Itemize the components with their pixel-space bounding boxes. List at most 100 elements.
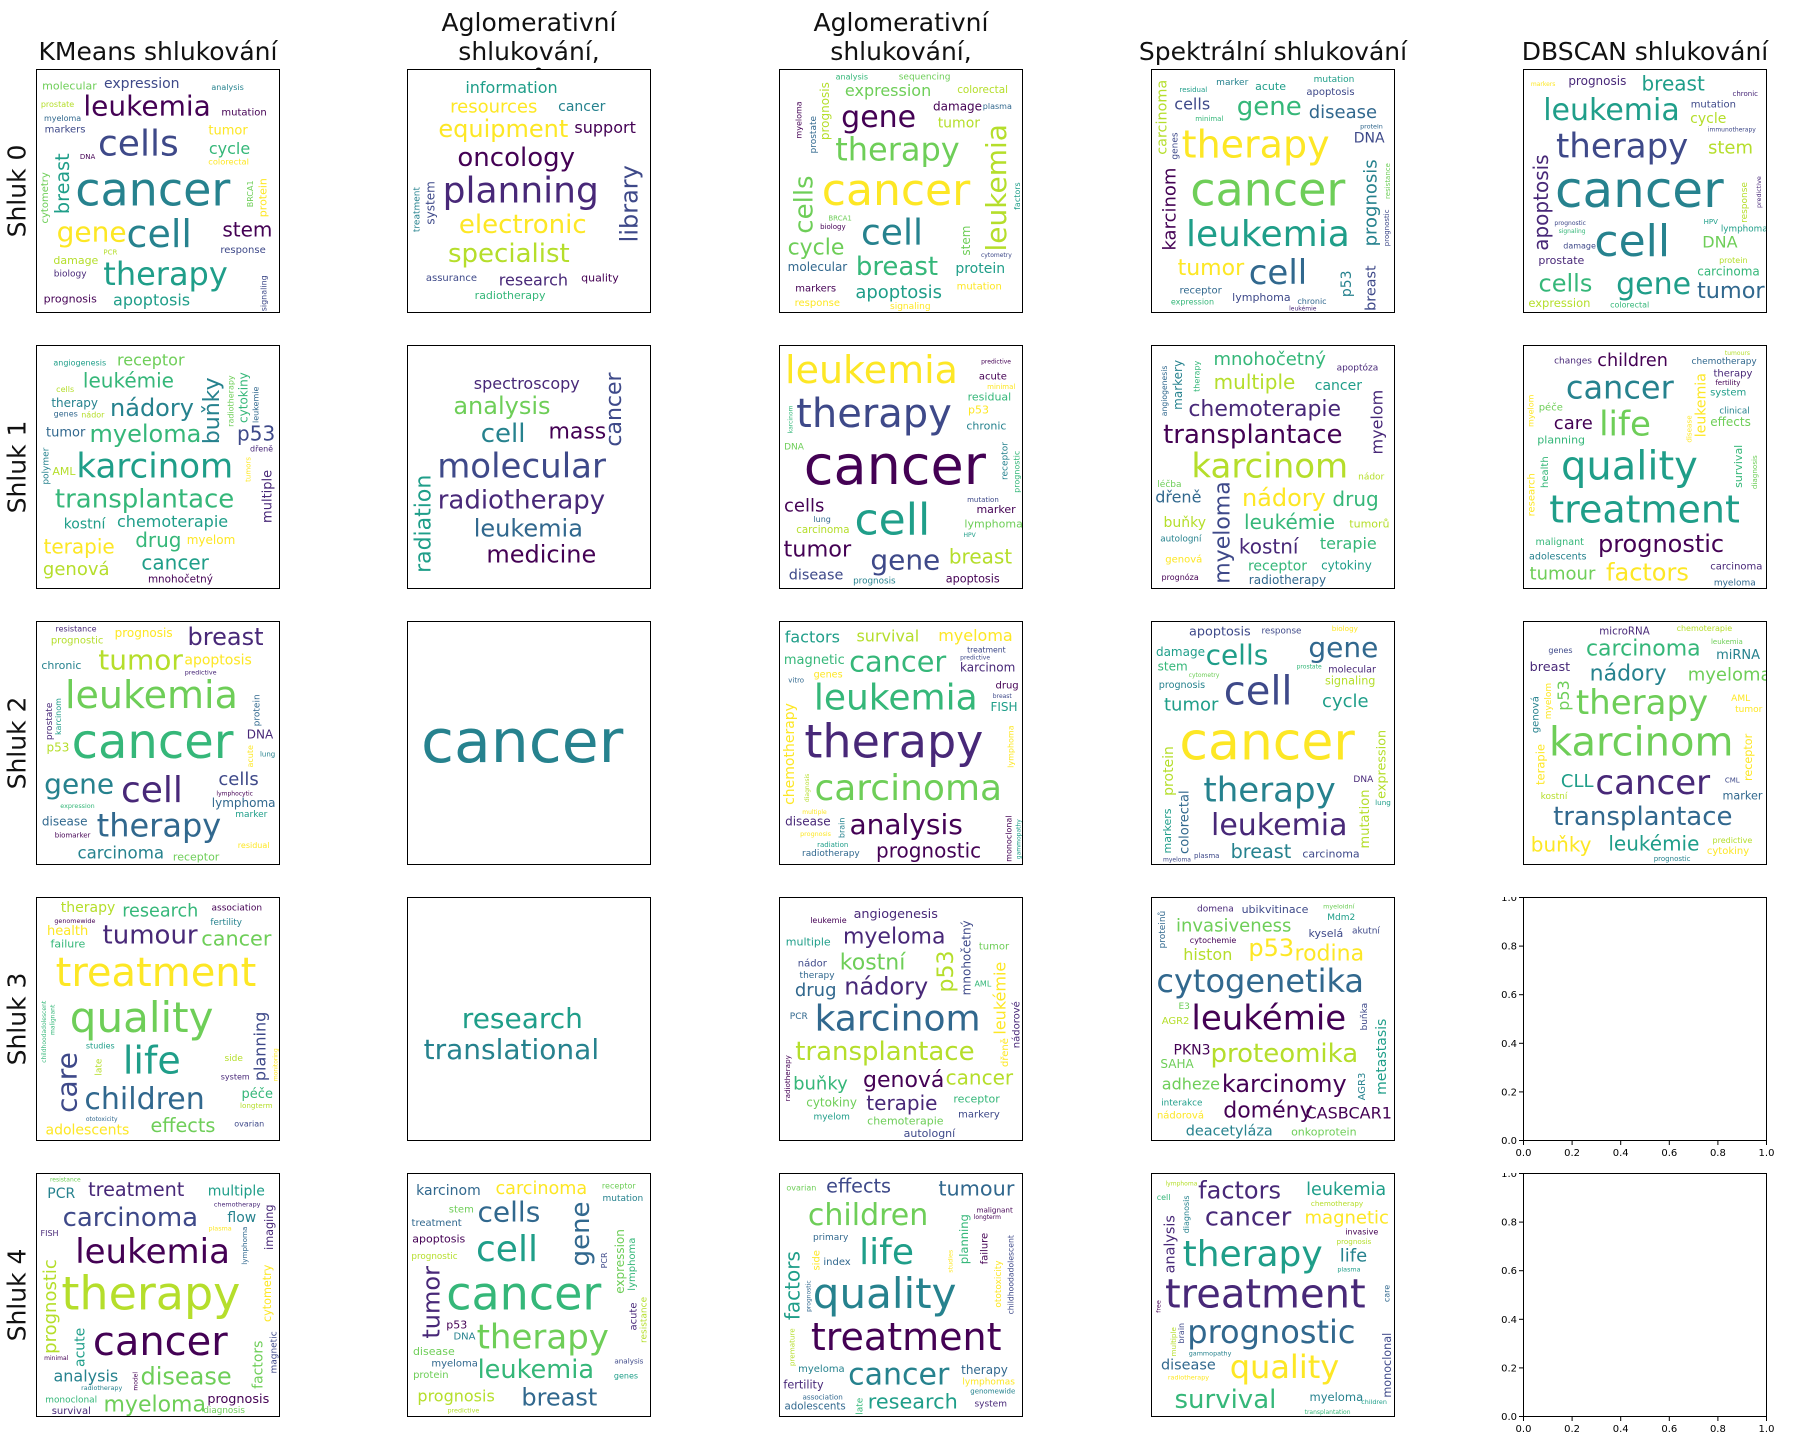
word-analysis: analysis (211, 83, 243, 92)
word-expression: expression (1528, 296, 1590, 310)
word-biology: biology (820, 223, 845, 231)
word-brain: brain (838, 818, 847, 839)
word-bu-ky: buňky (1164, 515, 1207, 531)
word-stem: stem (449, 1204, 474, 1215)
word-index: index (823, 1257, 850, 1268)
word-bu-ka: buňka (1359, 1003, 1370, 1031)
word-tumor: tumor (1164, 695, 1219, 716)
word-carcinoma: carcinoma (1302, 848, 1359, 861)
word-angiogenesis: angiogenesis (53, 359, 106, 368)
word-diagnosis: diagnosis (804, 774, 811, 802)
word-bu-ky: buňky (200, 377, 225, 444)
word-colorectal: colorectal (1178, 790, 1193, 854)
empty-axes: 0.0 0.0 0.2 0.2 0.4 0.4 0.6 0.6 0.8 0.8 1.0 1.0 (1483, 1169, 1795, 1435)
word-chemotherapy: chemotherapy (214, 1201, 261, 1209)
word-gene: gene (1308, 631, 1378, 664)
word-brca1: BRCA1 (246, 180, 255, 207)
row-label-text: Shluk 3 (2, 972, 32, 1066)
word-quality: quality (1230, 1348, 1339, 1386)
word-health: health (47, 924, 88, 939)
word-chemoterapie: chemoterapie (1677, 624, 1733, 633)
word-karcinom: karcinom (960, 661, 1015, 675)
word-myelom: myelom (1527, 394, 1536, 427)
word-apoptosis: apoptosis (412, 1233, 465, 1246)
word-prognostic: prognostic (1383, 209, 1391, 246)
column-title-line: Aglomerativní shlukování, (441, 8, 617, 66)
wordcloud-panel: cancer cell therapy leukemia gene tumor breast… (779, 345, 1023, 589)
word-lymphoma: lymphoma (1721, 225, 1767, 235)
word-fish: FISH (990, 700, 1017, 714)
word-fertility: fertility (1715, 379, 1740, 387)
word-system: system (221, 1072, 250, 1081)
word-radiation: radiation (412, 475, 437, 573)
word-monitoring: monitoring (272, 1048, 279, 1081)
word-survival: survival (1732, 445, 1745, 488)
word-leukemia: leukemia (980, 124, 1013, 251)
word-oncology: oncology (457, 143, 575, 173)
word-d-en-: dřeně (1155, 487, 1201, 506)
word-ototoxicity: ototoxicity (994, 1260, 1004, 1308)
word-cancer: cancer (849, 645, 946, 679)
word-lymphocytic: lymphocytic (216, 790, 253, 797)
word-cytometry: cytometry (40, 172, 51, 223)
word-lung: lung (260, 751, 275, 759)
word-cancer: cancer (822, 165, 971, 216)
word-markers: markers (795, 283, 836, 294)
word-progn-za: prognóza (1162, 572, 1199, 582)
word-life: life (1599, 404, 1651, 444)
word-therapy: therapy (800, 971, 836, 981)
word-myeloma: myeloma (104, 1392, 206, 1417)
word-chemotherapy: chemotherapy (782, 703, 798, 805)
word-brain: brain (1177, 1323, 1186, 1344)
word-radiotherapy: radiotherapy (475, 289, 546, 302)
word-tumors: tumors (245, 457, 253, 482)
word-cycle: cycle (1690, 111, 1726, 127)
word-genes: genes (54, 410, 78, 419)
word-mnoho-etn-: mnohočetný (1213, 349, 1326, 370)
word-cancer: cancer (946, 1065, 1014, 1089)
word-life: life (123, 1039, 181, 1083)
word-protein: protein (1719, 256, 1747, 265)
word-therapy: therapy (51, 396, 98, 410)
word-p53: p53 (237, 421, 275, 445)
word-cytometry: cytometry (1189, 672, 1220, 679)
word-acute: acute (979, 371, 1007, 382)
wordcloud-panel: quality treatment life cancer prognostic fact… (1523, 345, 1767, 589)
word-apoptosis: apoptosis (184, 652, 251, 668)
word-mdm2: Mdm2 (1327, 913, 1355, 923)
word-radiotherapy: radiotherapy (226, 375, 235, 427)
word-bu-ky: buňky (793, 1073, 848, 1094)
word-predictive: predictive (1755, 176, 1763, 208)
word-stem: stem (959, 226, 973, 256)
word-prognostic: prognostic (1654, 855, 1691, 863)
word-plasma: plasma (208, 1225, 231, 1233)
word-domena: domena (1197, 905, 1234, 915)
word-cell: cell (861, 212, 923, 253)
word-carcinoma: carcinoma (63, 1203, 199, 1233)
word-n-dorov-: nádorové (1010, 1001, 1022, 1048)
word-n-dor: nádor (798, 958, 828, 970)
word-apoptosis: apoptosis (1306, 87, 1354, 98)
word-drug: drug (795, 980, 837, 1001)
word-gene: gene (566, 1201, 596, 1266)
word-myeloma: myeloma (938, 626, 1013, 645)
word-gene: gene (1616, 267, 1691, 302)
word-interakce: interakce (1161, 1099, 1202, 1109)
word-mutation: mutation (967, 496, 999, 504)
word-fish: FISH (41, 1229, 59, 1238)
word-cancer: cancer (1555, 161, 1724, 219)
word-therapy: therapy (1192, 360, 1201, 391)
y-tick-label: 0.2 (1501, 1363, 1517, 1374)
x-tick-label: 0.6 (1661, 1424, 1677, 1435)
word-therapy: therapy (961, 1363, 1008, 1377)
word-therapy: therapy (1182, 122, 1330, 166)
word-chemotherapy: chemotherapy (1692, 357, 1758, 367)
word-myeloma: myeloma (843, 924, 945, 949)
word-assurance: assurance (426, 273, 477, 284)
word-survival: survival (52, 1406, 91, 1417)
word-support: support (574, 118, 635, 137)
